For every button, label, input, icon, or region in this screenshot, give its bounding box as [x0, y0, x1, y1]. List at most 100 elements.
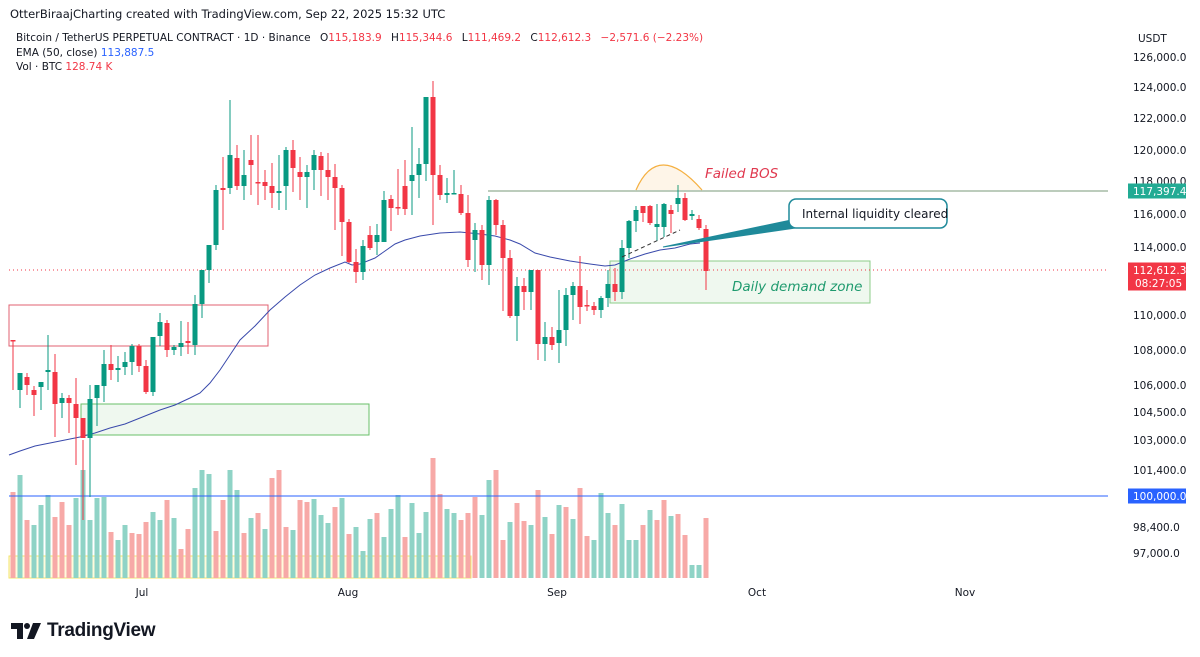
price-tick-label: 101,400.0	[1133, 465, 1186, 477]
candle	[31, 386, 37, 416]
price-badge	[1128, 262, 1186, 291]
volume-bar	[668, 516, 674, 578]
candle	[416, 148, 422, 198]
candle	[269, 163, 275, 208]
ema-row[interactable]: EMA (50, close) 113,887.5	[16, 46, 703, 61]
internal-liquidity-callout[interactable]	[788, 198, 948, 229]
volume-bar	[185, 529, 191, 578]
time-tick-label: Sep	[547, 587, 567, 599]
volume-bar	[654, 520, 660, 578]
volume-bar	[402, 537, 408, 578]
volume-bar	[339, 498, 345, 578]
ema-50-line	[8, 231, 701, 456]
candle	[633, 206, 639, 232]
candle	[220, 157, 226, 230]
volume-bar	[598, 493, 604, 578]
volume-bar	[171, 518, 177, 578]
volume-bar	[675, 514, 681, 578]
candle	[157, 313, 163, 346]
failed-bos-label[interactable]: Failed BOS	[705, 166, 779, 182]
volume-bar	[136, 534, 142, 578]
failed-bos-arc[interactable]	[635, 164, 703, 191]
candle	[143, 360, 149, 394]
volume-bar	[129, 533, 135, 578]
daily-demand-zone-label[interactable]: Daily demand zone	[732, 279, 862, 295]
volume-bar	[10, 492, 16, 578]
volume-bar	[451, 513, 457, 578]
volume-bar	[444, 509, 450, 578]
tradingview-logo[interactable]: TradingView	[11, 620, 156, 642]
volume-bar	[325, 523, 331, 578]
price-badge	[1128, 183, 1186, 199]
volume-bar	[486, 480, 492, 578]
volume-bar	[66, 525, 72, 578]
price-tick-label: 126,000.0	[1133, 52, 1186, 64]
price-tick-label: 108,000.0	[1133, 345, 1186, 357]
daily-demand-zone-box[interactable]	[609, 260, 871, 304]
ohlc-open-label: O	[319, 32, 329, 44]
volume-bar	[178, 549, 184, 578]
candle	[493, 199, 499, 235]
price-tick-label: 122,000.0	[1133, 113, 1186, 125]
volume-bar	[206, 474, 212, 578]
volume-bar	[220, 500, 226, 578]
volume-bar	[87, 520, 93, 578]
internal-liquidity-trendline[interactable]	[621, 229, 681, 258]
candle	[360, 240, 366, 280]
volume-bar	[276, 470, 282, 578]
candle	[570, 282, 576, 320]
candle	[276, 155, 282, 210]
volume-bar	[542, 517, 548, 578]
volume-bar	[640, 525, 646, 578]
price-change: −2,571.6 (−2.23%)	[600, 32, 704, 44]
candle	[17, 373, 23, 408]
price-badge	[1128, 488, 1186, 504]
volume-bar	[423, 512, 429, 578]
candle	[304, 165, 310, 208]
volume-bar	[458, 520, 464, 578]
price-badge-label: 100,000.0	[1133, 491, 1186, 503]
candle	[164, 320, 170, 357]
candle	[647, 205, 653, 225]
volume-row[interactable]: Vol · BTC 128.74 K	[16, 60, 703, 75]
price-axis[interactable]	[1108, 25, 1200, 600]
volume-bar	[360, 551, 366, 578]
candle	[59, 393, 65, 418]
volume-bar	[563, 507, 569, 578]
candle	[507, 250, 513, 318]
volume-bar	[31, 525, 37, 578]
volume-bar	[570, 519, 576, 578]
demand-zone-box-june[interactable]	[80, 403, 370, 436]
volume-bar	[101, 497, 107, 578]
candle	[346, 219, 352, 263]
candle	[402, 160, 408, 215]
time-axis[interactable]: Jul Aug Sep Oct Nov	[135, 587, 976, 599]
ohlc-high-label: H	[391, 32, 399, 44]
volume-bar	[577, 488, 583, 578]
volume-bar	[241, 533, 247, 578]
candle	[10, 340, 16, 390]
candle	[325, 153, 331, 200]
ohlc-open-value: 115,183.9	[328, 32, 382, 44]
volume-bar	[346, 534, 352, 578]
candle	[626, 220, 632, 258]
ohlc-close-label: C	[530, 32, 538, 44]
volume-bar	[703, 518, 709, 578]
volume-bar	[311, 499, 317, 578]
candle	[24, 373, 30, 395]
ohlc-low-label: L	[461, 32, 468, 44]
symbol-name[interactable]: Bitcoin / TetherUS PERPETUAL CONTRACT · …	[16, 32, 311, 44]
volume-value: 128.74 K	[65, 61, 113, 73]
candle	[465, 195, 471, 267]
volume-bar	[297, 500, 303, 578]
volume-bar	[479, 515, 485, 578]
volume-bar	[416, 533, 422, 578]
candle	[129, 344, 135, 375]
volume-bar	[38, 505, 44, 578]
volume-bar	[591, 540, 597, 578]
countdown-label: 08:27:05	[1135, 278, 1182, 290]
volume-bar	[262, 529, 268, 578]
volume-bar	[437, 494, 443, 578]
price-tick-label: 124,000.0	[1133, 82, 1186, 94]
